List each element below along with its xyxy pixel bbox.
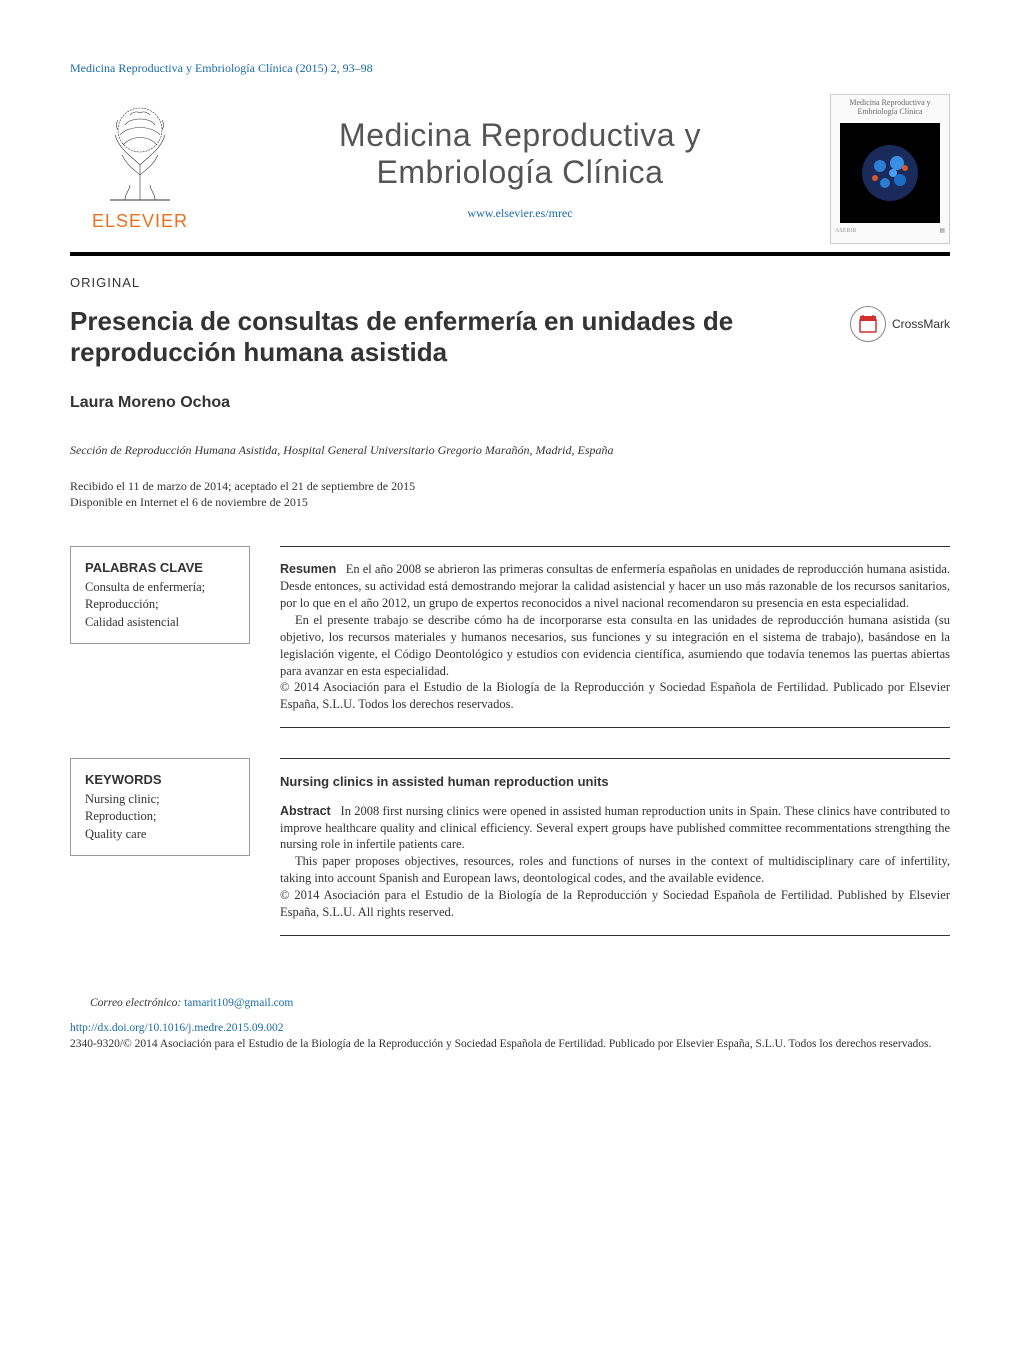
cover-footer-left: ASEBIR: [835, 227, 856, 235]
resumen-p1: En el año 2008 se abrieron las primeras …: [280, 562, 950, 610]
palabras-clave-list: Consulta de enfermería; Reproducción; Ca…: [85, 579, 235, 632]
resumen-label: Resumen: [280, 562, 336, 576]
abstract-text: Nursing clinics in assisted human reprod…: [280, 758, 950, 936]
abstract-copyright: © 2014 Asociación para el Estudio de la …: [280, 887, 950, 921]
journal-url[interactable]: www.elsevier.es/mrec: [210, 205, 830, 221]
journal-name-line2: Embriología Clínica: [210, 154, 830, 191]
doi-link[interactable]: http://dx.doi.org/10.1016/j.medre.2015.0…: [70, 1022, 284, 1034]
author-name: Laura Moreno Ochoa: [70, 392, 950, 414]
article-dates: Recibido el 11 de marzo de 2014; aceptad…: [70, 478, 950, 510]
crossmark-label: CrossMark: [892, 316, 950, 332]
author-affiliation: Sección de Reproducción Humana Asistida,…: [70, 442, 950, 458]
journal-name-line1: Medicina Reproductiva y: [210, 117, 830, 154]
email-label: Correo electrónico:: [90, 997, 184, 1009]
palabras-clave-heading: PALABRAS CLAVE: [85, 559, 235, 577]
cover-footer: ASEBIR ▦: [835, 227, 945, 235]
header-citation[interactable]: Medicina Reproductiva y Embriología Clín…: [70, 60, 950, 76]
resumen-text: Resumen En el año 2008 se abrieron las p…: [280, 546, 950, 728]
abstract-p2: This paper proposes objectives, resource…: [280, 853, 950, 887]
online-date: Disponible en Internet el 6 de noviembre…: [70, 494, 950, 510]
keywords-box: KEYWORDS Nursing clinic; Reproduction; Q…: [70, 758, 250, 856]
article-type: ORIGINAL: [70, 274, 950, 292]
crossmark-icon: [850, 306, 886, 342]
abstract-title-en: Nursing clinics in assisted human reprod…: [280, 773, 950, 791]
cover-footer-icon: ▦: [939, 227, 945, 235]
article-title: Presencia de consultas de enfermería en …: [70, 306, 850, 368]
corresponding-email[interactable]: tamarit109@gmail.com: [184, 997, 293, 1009]
keywords-heading: KEYWORDS: [85, 771, 235, 789]
crossmark-badge[interactable]: CrossMark: [850, 306, 950, 342]
elsevier-tree-icon: [90, 105, 190, 205]
abstract-label: Abstract: [280, 804, 331, 818]
resumen-p2: En el presente trabajo se describe cómo …: [280, 612, 950, 680]
journal-title-block: Medicina Reproductiva y Embriología Clín…: [210, 117, 830, 221]
publisher-logo: ELSEVIER: [70, 105, 210, 233]
resumen-copyright: © 2014 Asociación para el Estudio de la …: [280, 679, 950, 713]
palabras-clave-box: PALABRAS CLAVE Consulta de enfermería; R…: [70, 546, 250, 644]
resumen-block: PALABRAS CLAVE Consulta de enfermería; R…: [70, 546, 950, 728]
journal-cover-thumbnail: Medicina Reproductiva y Embriología Clín…: [830, 94, 950, 244]
abstract-block: KEYWORDS Nursing clinic; Reproduction; Q…: [70, 758, 950, 936]
footer-copyright: 2340-9320/© 2014 Asociación para el Estu…: [70, 1037, 950, 1053]
keywords-list: Nursing clinic; Reproduction; Quality ca…: [85, 791, 235, 844]
cover-title: Medicina Reproductiva y Embriología Clín…: [835, 99, 945, 117]
cover-image: [840, 123, 940, 223]
publisher-name: ELSEVIER: [92, 209, 188, 233]
journal-banner: ELSEVIER Medicina Reproductiva y Embriol…: [70, 94, 950, 256]
page-footer: Correo electrónico: tamarit109@gmail.com…: [70, 996, 950, 1053]
abstract-p1: In 2008 first nursing clinics were opene…: [280, 804, 950, 852]
received-date: Recibido el 11 de marzo de 2014; aceptad…: [70, 478, 950, 494]
